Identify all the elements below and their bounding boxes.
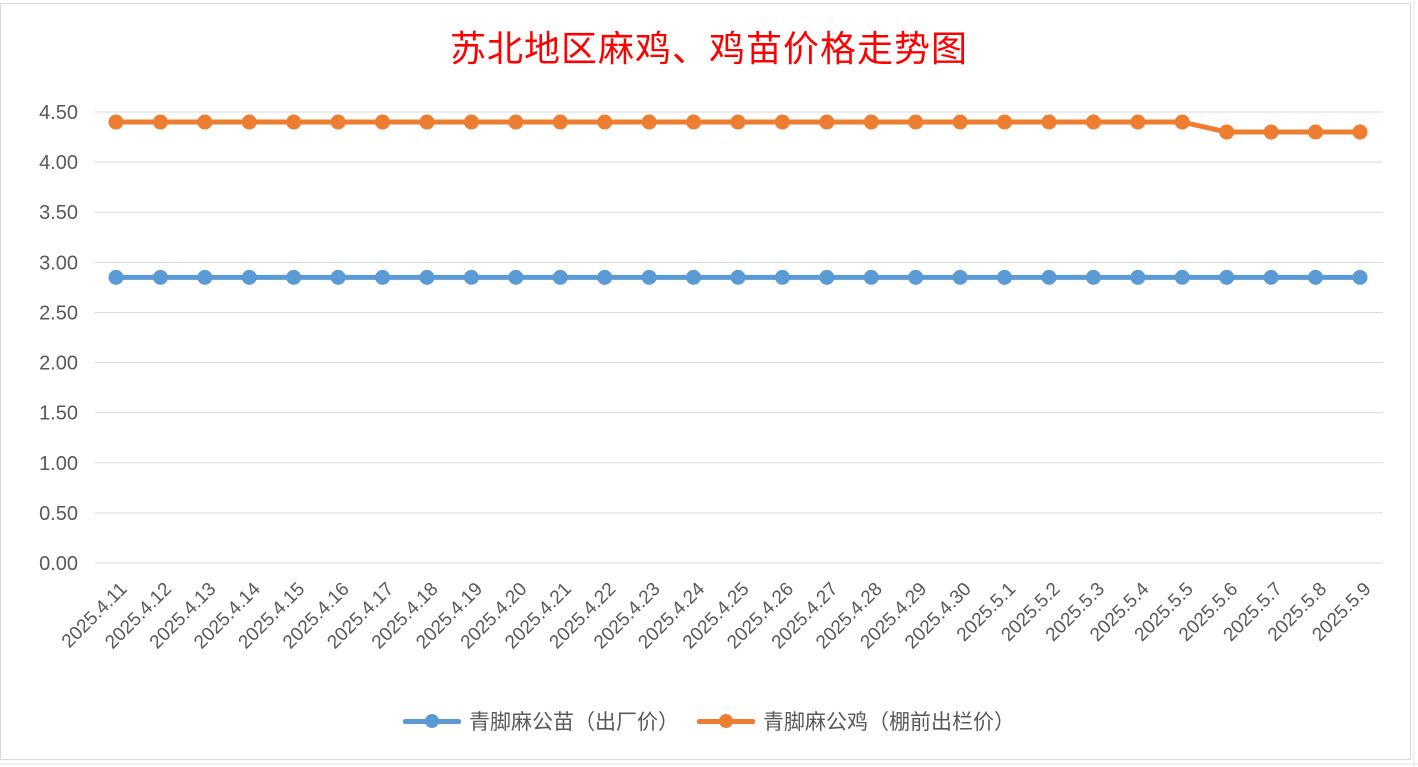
data-point-series-2[interactable] <box>1219 124 1235 140</box>
y-axis-ticks: 0.00 0.50 1.00 1.50 2.00 2.50 3.00 3.50 4.00 4.50 <box>39 102 78 575</box>
data-point-series-2[interactable] <box>1174 114 1190 130</box>
data-point-series-1[interactable] <box>641 269 657 285</box>
data-point-series-1[interactable] <box>463 269 479 285</box>
data-point-series-1[interactable] <box>286 269 302 285</box>
y-tick-label: 2.50 <box>39 302 78 324</box>
data-point-series-1[interactable] <box>197 269 213 285</box>
y-tick-label: 3.50 <box>39 202 78 224</box>
data-point-series-2[interactable] <box>108 114 124 130</box>
data-point-series-2[interactable] <box>375 114 391 130</box>
data-point-series-2[interactable] <box>686 114 702 130</box>
data-point-series-2[interactable] <box>952 114 968 130</box>
data-point-series-1[interactable] <box>1219 269 1235 285</box>
series-lines <box>108 114 1368 285</box>
data-point-series-2[interactable] <box>730 114 746 130</box>
y-tick-label: 2.00 <box>39 353 78 375</box>
x-axis-ticks: 2025.4.112025.4.122025.4.132025.4.142025… <box>58 578 1376 653</box>
data-point-series-2[interactable] <box>152 114 168 130</box>
data-point-series-1[interactable] <box>908 269 924 285</box>
data-point-series-2[interactable] <box>774 114 790 130</box>
data-point-series-1[interactable] <box>997 269 1013 285</box>
data-point-series-2[interactable] <box>552 114 568 130</box>
data-point-series-2[interactable] <box>1263 124 1279 140</box>
data-point-series-1[interactable] <box>1085 269 1101 285</box>
y-tick-label: 0.50 <box>39 503 78 525</box>
data-point-series-2[interactable] <box>1130 114 1146 130</box>
legend-label-series-1: 青脚麻公苗（出厂价） <box>469 710 679 734</box>
data-point-series-2[interactable] <box>997 114 1013 130</box>
data-point-series-1[interactable] <box>597 269 613 285</box>
data-point-series-2[interactable] <box>641 114 657 130</box>
gridlines <box>95 111 1383 564</box>
data-point-series-1[interactable] <box>1308 269 1324 285</box>
data-point-series-1[interactable] <box>1352 269 1368 285</box>
legend-item-series-2[interactable]: 青脚麻公鸡（棚前出栏价） <box>697 706 1015 736</box>
data-point-series-2[interactable] <box>1308 124 1324 140</box>
data-point-series-2[interactable] <box>330 114 346 130</box>
y-tick-label: 4.50 <box>39 102 78 124</box>
y-tick-label: 4.00 <box>39 152 78 174</box>
data-point-series-2[interactable] <box>1041 114 1057 130</box>
data-point-series-2[interactable] <box>1352 124 1368 140</box>
data-point-series-1[interactable] <box>686 269 702 285</box>
data-point-series-2[interactable] <box>419 114 435 130</box>
data-point-series-1[interactable] <box>730 269 746 285</box>
y-tick-label: 3.00 <box>39 252 78 274</box>
data-point-series-1[interactable] <box>552 269 568 285</box>
chart-area[interactable] <box>0 3 1411 760</box>
data-point-series-2[interactable] <box>1085 114 1101 130</box>
data-point-series-2[interactable] <box>597 114 613 130</box>
chart-title: 苏北地区麻鸡、鸡苗价格走势图 <box>449 29 968 70</box>
y-tick-label: 0.00 <box>39 553 78 575</box>
y-tick-label: 1.50 <box>39 403 78 425</box>
data-point-series-1[interactable] <box>241 269 257 285</box>
legend-swatch-blue <box>403 714 461 728</box>
data-point-series-2[interactable] <box>863 114 879 130</box>
data-point-series-1[interactable] <box>419 269 435 285</box>
legend[interactable]: 青脚麻公苗（出厂价） 青脚麻公鸡（棚前出栏价） <box>0 706 1418 736</box>
data-point-series-1[interactable] <box>1174 269 1190 285</box>
data-point-series-2[interactable] <box>286 114 302 130</box>
data-point-series-2[interactable] <box>508 114 524 130</box>
data-point-series-1[interactable] <box>1041 269 1057 285</box>
data-point-series-2[interactable] <box>819 114 835 130</box>
data-point-series-1[interactable] <box>375 269 391 285</box>
data-point-series-2[interactable] <box>463 114 479 130</box>
data-point-series-1[interactable] <box>108 269 124 285</box>
legend-swatch-orange <box>697 714 755 728</box>
y-tick-label: 1.00 <box>39 453 78 475</box>
data-point-series-1[interactable] <box>508 269 524 285</box>
data-point-series-1[interactable] <box>330 269 346 285</box>
data-point-series-1[interactable] <box>819 269 835 285</box>
data-point-series-1[interactable] <box>952 269 968 285</box>
data-point-series-1[interactable] <box>863 269 879 285</box>
data-point-series-1[interactable] <box>1130 269 1146 285</box>
data-point-series-1[interactable] <box>1263 269 1279 285</box>
legend-item-series-1[interactable]: 青脚麻公苗（出厂价） <box>403 706 679 736</box>
data-point-series-2[interactable] <box>241 114 257 130</box>
data-point-series-2[interactable] <box>197 114 213 130</box>
data-point-series-1[interactable] <box>774 269 790 285</box>
data-point-series-2[interactable] <box>908 114 924 130</box>
data-point-series-1[interactable] <box>152 269 168 285</box>
legend-label-series-2: 青脚麻公鸡（棚前出栏价） <box>763 710 1015 734</box>
